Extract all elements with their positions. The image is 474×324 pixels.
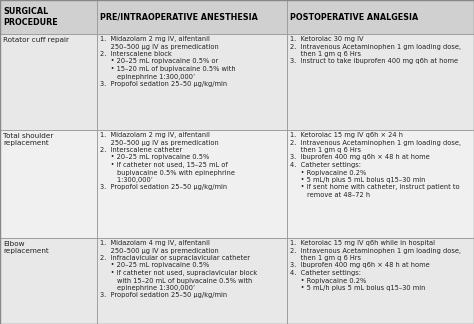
Bar: [0, 130, 97, 238]
Bar: [287, 238, 474, 324]
Text: PRE/INTRAOPERATIVE ANESTHESIA: PRE/INTRAOPERATIVE ANESTHESIA: [100, 13, 258, 21]
Text: SURGICAL
PROCEDURE: SURGICAL PROCEDURE: [3, 7, 58, 27]
Text: 1.  Ketorolac 15 mg IV q6h while in hospital
2.  Intravenous Acetaminophen 1 gm : 1. Ketorolac 15 mg IV q6h while in hospi…: [290, 240, 461, 291]
Bar: [97, 0, 287, 34]
Bar: [97, 130, 287, 238]
Bar: [287, 130, 474, 238]
Text: 1.  Midazolam 2 mg IV, alfentanil
     250–500 μg IV as premedication
2.  Inters: 1. Midazolam 2 mg IV, alfentanil 250–500…: [100, 132, 235, 191]
Text: 1.  Ketorolac 15 mg IV q6h × 24 h
2.  Intravenous Acetaminophen 1 gm loading dos: 1. Ketorolac 15 mg IV q6h × 24 h 2. Intr…: [290, 132, 461, 198]
Bar: [97, 238, 287, 324]
Bar: [287, 34, 474, 130]
Text: Elbow
replacement: Elbow replacement: [3, 241, 49, 254]
Bar: [0, 238, 97, 324]
Text: POSTOPERATIVE ANALGESIA: POSTOPERATIVE ANALGESIA: [290, 13, 418, 21]
Text: Rotator cuff repair: Rotator cuff repair: [3, 37, 69, 43]
Bar: [287, 0, 474, 34]
Text: 1.  Midazolam 4 mg IV, alfentanil
     250–500 μg IV as premedication
2.  Infrac: 1. Midazolam 4 mg IV, alfentanil 250–500…: [100, 240, 257, 298]
Text: Total shoulder
replacement: Total shoulder replacement: [3, 133, 54, 146]
Bar: [97, 34, 287, 130]
Text: 1.  Ketorolac 30 mg IV
2.  Intravenous Acetaminophen 1 gm loading dose,
     the: 1. Ketorolac 30 mg IV 2. Intravenous Ace…: [290, 36, 461, 64]
Text: 1.  Midazolam 2 mg IV, alfentanil
     250–500 μg IV as premedication
2.  Inters: 1. Midazolam 2 mg IV, alfentanil 250–500…: [100, 36, 236, 87]
Bar: [0, 34, 97, 130]
Bar: [0, 0, 97, 34]
